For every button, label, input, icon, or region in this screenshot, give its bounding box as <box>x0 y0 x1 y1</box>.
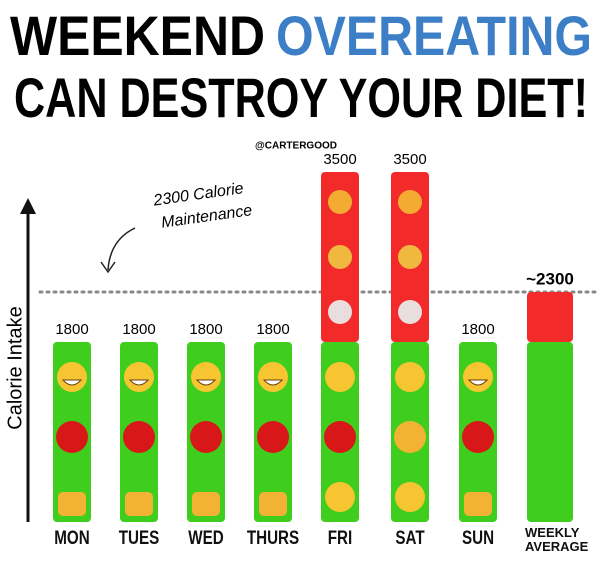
credit: @CARTERGOOD <box>255 141 337 152</box>
icon <box>325 362 355 392</box>
annotation-arrow <box>100 261 116 274</box>
icon <box>258 362 288 392</box>
x-tick-label-box: FRI <box>327 528 353 549</box>
x-tick-label-box: THURS <box>246 528 300 549</box>
icon <box>324 421 356 453</box>
x-tick-label: SAT <box>395 528 425 549</box>
x-tick-label: WEEKLY AVERAGE <box>525 526 589 554</box>
x-tick-label: THURS <box>246 528 300 549</box>
icon <box>463 362 493 392</box>
x-tick-label-box: SUN <box>461 528 495 549</box>
icon <box>259 492 287 516</box>
icon <box>56 421 88 453</box>
icon <box>467 379 489 386</box>
value-label: 1800 <box>189 321 222 338</box>
icon <box>257 421 289 453</box>
value-label: 3500 <box>323 151 356 168</box>
icon <box>395 362 425 392</box>
value-label: 3500 <box>393 151 426 168</box>
icon <box>195 379 217 386</box>
x-tick-label: SUN <box>461 528 495 549</box>
value-label: ~2300 <box>526 269 574 288</box>
x-tick-label: WED <box>188 528 224 549</box>
icon <box>394 421 426 453</box>
icon <box>124 362 154 392</box>
y-axis-arrow <box>20 198 36 214</box>
value-label: 1800 <box>122 321 155 338</box>
icon <box>192 492 220 516</box>
x-tick-label: TUES <box>118 528 160 549</box>
value-label: 1800 <box>256 321 289 338</box>
icon <box>398 190 422 214</box>
icon <box>57 362 87 392</box>
x-tick-label-box: WEEKLY AVERAGE <box>525 526 589 554</box>
icon <box>395 482 425 512</box>
icon <box>61 379 83 386</box>
icon <box>262 379 284 386</box>
bar-segment <box>527 292 573 342</box>
icon <box>190 421 222 453</box>
icon <box>328 300 352 324</box>
value-label: 1800 <box>55 321 88 338</box>
icon <box>128 379 150 386</box>
icon <box>125 492 153 516</box>
title-part: WEEKEND <box>10 4 265 67</box>
icon <box>328 190 352 214</box>
x-tick-label-box: TUES <box>118 528 160 549</box>
x-tick-label: MON <box>54 528 90 549</box>
x-tick-label-box: MON <box>54 528 90 549</box>
title-highlight: OVEREATING <box>276 4 592 67</box>
icon <box>398 300 422 324</box>
x-tick-label: FRI <box>327 528 353 549</box>
x-tick-label-box: WED <box>188 528 224 549</box>
bar-segment <box>527 342 573 522</box>
icon <box>325 482 355 512</box>
title-line: CAN DESTROY YOUR DIET! <box>14 66 588 129</box>
annotation-arrow <box>107 227 136 271</box>
icon <box>462 421 494 453</box>
y-axis-label: Calorie Intake <box>4 306 26 429</box>
x-tick-label-box: SAT <box>395 528 425 549</box>
icon <box>328 245 352 269</box>
icon <box>191 362 221 392</box>
icon <box>123 421 155 453</box>
icon <box>464 492 492 516</box>
value-label: 1800 <box>461 321 494 338</box>
icon <box>398 245 422 269</box>
icon <box>58 492 86 516</box>
